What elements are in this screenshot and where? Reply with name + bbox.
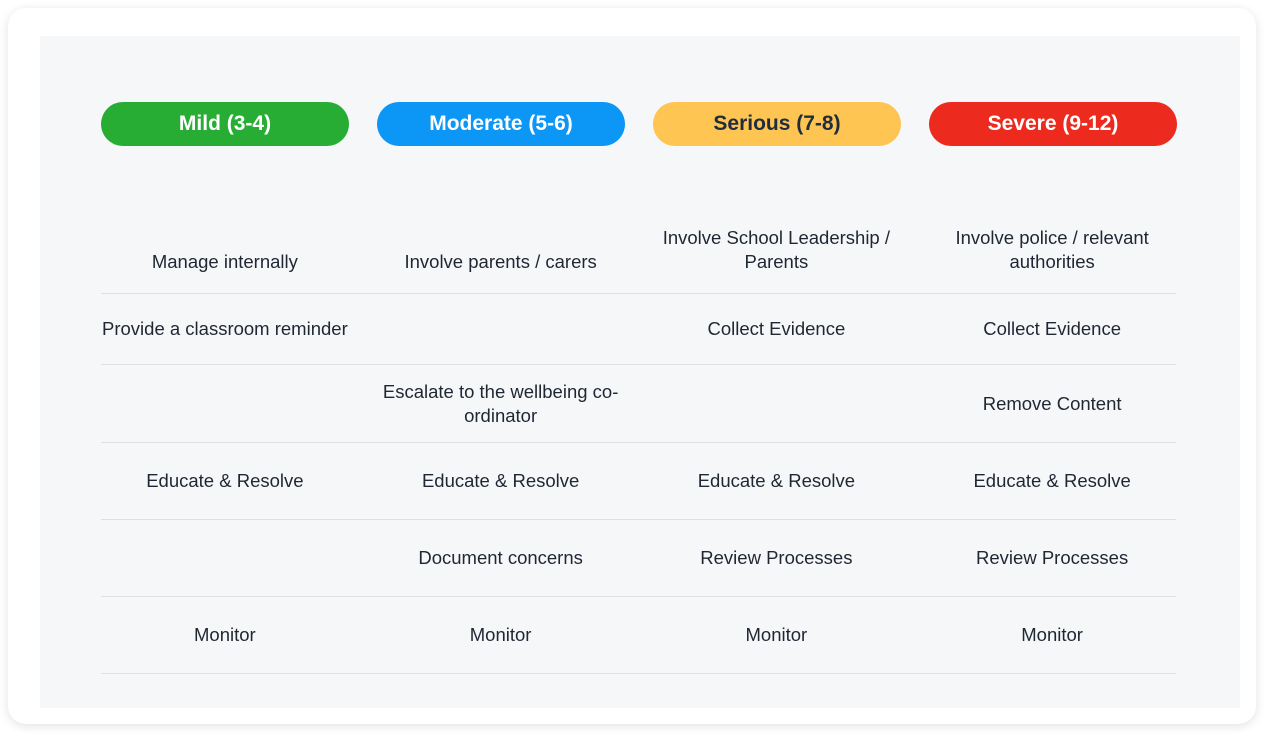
table-row: Educate & Resolve Educate & Resolve Educat… [101, 443, 1176, 520]
severity-badge-serious: Serious (7-8) [653, 102, 901, 146]
severity-badge-mild: Mild (3-4) [101, 102, 349, 146]
action-cell-severe: Involve police / relevant authorities [955, 227, 1149, 272]
severity-badge-severe: Severe (9-12) [929, 102, 1177, 146]
action-cell-moderate: Monitor [469, 624, 532, 645]
action-cell-moderate: Involve parents / carers [404, 251, 597, 272]
action-cell-severe: Review Processes [976, 547, 1129, 568]
action-cell-severe: Collect Evidence [983, 318, 1122, 339]
card: Mild (3-4) Moderate (5-6) Serious (7-8) Sev… [8, 8, 1256, 724]
action-cell-mild: Monitor [194, 624, 256, 645]
action-cell-mild: Educate & Resolve [146, 470, 304, 491]
action-cell-mild: Provide a classroom reminder [102, 318, 348, 339]
action-cell-serious: Collect Evidence [707, 318, 846, 339]
action-cell-moderate: Educate & Resolve [421, 470, 580, 491]
table-row: Monitor Monitor Monitor Monitor [101, 597, 1176, 674]
action-cell-severe: Educate & Resolve [973, 470, 1131, 491]
table-row: Document concerns Review Processes Review … [101, 520, 1176, 597]
action-cell-severe: Monitor [1021, 624, 1083, 645]
table-row: Provide a classroom reminder Collect Evid… [101, 294, 1176, 365]
action-cell-moderate: Escalate to the wellbeing co-ordinator [382, 380, 619, 426]
response-table: Manage internally Involve parents / carer… [101, 180, 1176, 674]
severity-headers: Mild (3-4) Moderate (5-6) Serious (7-8) Sev… [101, 102, 1177, 146]
table-row: Escalate to the wellbeing co-ordinator Re… [101, 365, 1176, 443]
action-cell-serious: Review Processes [700, 547, 853, 568]
response-matrix-panel: Mild (3-4) Moderate (5-6) Serious (7-8) Sev… [40, 36, 1240, 708]
action-cell-mild: Manage internally [151, 251, 298, 272]
action-cell-serious: Involve School Leadership / Parents [662, 227, 891, 272]
action-cell-serious: Educate & Resolve [697, 470, 856, 491]
severity-badge-moderate: Moderate (5-6) [377, 102, 625, 146]
table-row: Manage internally Involve parents / carer… [101, 180, 1176, 294]
action-cell-moderate: Document concerns [418, 547, 583, 568]
action-cell-severe: Remove Content [982, 392, 1122, 414]
action-cell-serious: Monitor [745, 624, 808, 645]
